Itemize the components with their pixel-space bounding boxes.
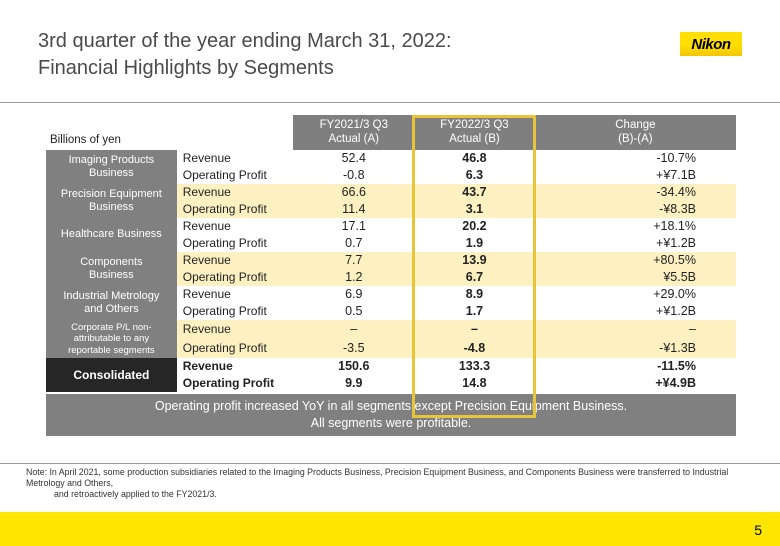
- value-a: -3.5: [293, 339, 414, 358]
- value-a: 150.6: [293, 358, 414, 375]
- value-b: 20.2: [414, 218, 535, 235]
- segment-table: Billions of yen FY2021/3 Q3Actual (A) FY…: [46, 115, 736, 392]
- value-a: 11.4: [293, 201, 414, 218]
- value-b: 3.1: [414, 201, 535, 218]
- metric-label: Operating Profit: [177, 269, 294, 286]
- title-divider: [0, 102, 780, 103]
- metric-label: Operating Profit: [177, 339, 294, 358]
- metric-label: Revenue: [177, 218, 294, 235]
- value-change: -¥1.3B: [535, 339, 736, 358]
- value-a: 52.4: [293, 150, 414, 167]
- value-change: -10.7%: [535, 150, 736, 167]
- value-change: –: [535, 320, 736, 339]
- metric-label: Operating Profit: [177, 201, 294, 218]
- table-row: Consolidated Revenue 150.6 133.3 -11.5%: [46, 358, 736, 375]
- value-change: +¥1.2B: [535, 235, 736, 252]
- value-change: +¥7.1B: [535, 167, 736, 184]
- callout-line-1: Operating profit increased YoY in all se…: [155, 399, 627, 413]
- segment-name: ComponentsBusiness: [46, 252, 177, 286]
- table-row: Industrial Metrologyand Others Revenue 6…: [46, 286, 736, 303]
- value-a: 6.9: [293, 286, 414, 303]
- value-b: -4.8: [414, 339, 535, 358]
- metric-label: Revenue: [177, 150, 294, 167]
- value-a: 1.2: [293, 269, 414, 286]
- value-a: 0.7: [293, 235, 414, 252]
- metric-label: Revenue: [177, 286, 294, 303]
- value-a: 17.1: [293, 218, 414, 235]
- logo-text: Nikon: [691, 36, 730, 53]
- metric-label: Revenue: [177, 184, 294, 201]
- value-a: 9.9: [293, 375, 414, 392]
- table-row: Imaging ProductsBusiness Revenue 52.4 46…: [46, 150, 736, 167]
- segment-table-wrap: Billions of yen FY2021/3 Q3Actual (A) FY…: [46, 115, 736, 436]
- value-change: -¥8.3B: [535, 201, 736, 218]
- col-c-header: Change(B)-(A): [535, 115, 736, 150]
- segment-name: Imaging ProductsBusiness: [46, 150, 177, 184]
- metric-label: Revenue: [177, 358, 294, 375]
- table-row: Precision EquipmentBusiness Revenue 66.6…: [46, 184, 736, 201]
- col-a-header: FY2021/3 Q3Actual (A): [293, 115, 414, 150]
- segment-name: Industrial Metrologyand Others: [46, 286, 177, 320]
- segment-name: Consolidated: [46, 358, 177, 392]
- callout-line-2: All segments were profitable.: [311, 416, 472, 430]
- value-change: -34.4%: [535, 184, 736, 201]
- value-b: 13.9: [414, 252, 535, 269]
- nikon-logo: Nikon: [680, 32, 742, 56]
- metric-label: Operating Profit: [177, 375, 294, 392]
- segment-name: Precision EquipmentBusiness: [46, 184, 177, 218]
- value-change: +80.5%: [535, 252, 736, 269]
- value-b: 1.7: [414, 303, 535, 320]
- title-line-1: 3rd quarter of the year ending March 31,…: [38, 30, 452, 52]
- table-row: Corporate P/L non-attributable to anyrep…: [46, 320, 736, 339]
- value-a: –: [293, 320, 414, 339]
- value-b: 6.3: [414, 167, 535, 184]
- metric-label: Operating Profit: [177, 167, 294, 184]
- page-number: 5: [754, 522, 762, 538]
- metric-label: Revenue: [177, 320, 294, 339]
- table-row: Healthcare Business Revenue 17.1 20.2 +1…: [46, 218, 736, 235]
- segment-name: Corporate P/L non-attributable to anyrep…: [46, 320, 177, 358]
- value-a: 66.6: [293, 184, 414, 201]
- footer-bar: 5: [0, 512, 780, 546]
- table-row: ComponentsBusiness Revenue 7.7 13.9 +80.…: [46, 252, 736, 269]
- col-b-header: FY2022/3 Q3Actual (B): [414, 115, 535, 150]
- metric-label: Operating Profit: [177, 303, 294, 320]
- value-a: 0.5: [293, 303, 414, 320]
- value-b: 43.7: [414, 184, 535, 201]
- value-change: ¥5.5B: [535, 269, 736, 286]
- note-divider: [0, 463, 780, 464]
- value-change: -11.5%: [535, 358, 736, 375]
- note-line-2: and retroactively applied to the FY2021/…: [54, 489, 217, 499]
- value-change: +29.0%: [535, 286, 736, 303]
- callout-banner: Operating profit increased YoY in all se…: [46, 394, 736, 436]
- units-label: Billions of yen: [46, 115, 293, 150]
- metric-label: Revenue: [177, 252, 294, 269]
- metric-label: Operating Profit: [177, 235, 294, 252]
- value-b: 46.8: [414, 150, 535, 167]
- footnote: Note: In April 2021, some production sub…: [26, 467, 742, 500]
- value-change: +18.1%: [535, 218, 736, 235]
- value-change: +¥4.9B: [535, 375, 736, 392]
- value-a: -0.8: [293, 167, 414, 184]
- value-b: 1.9: [414, 235, 535, 252]
- value-b: 8.9: [414, 286, 535, 303]
- value-b: 6.7: [414, 269, 535, 286]
- value-a: 7.7: [293, 252, 414, 269]
- table-header-row: Billions of yen FY2021/3 Q3Actual (A) FY…: [46, 115, 736, 150]
- value-b: 133.3: [414, 358, 535, 375]
- note-line-1: Note: In April 2021, some production sub…: [26, 467, 728, 488]
- segment-name: Healthcare Business: [46, 218, 177, 252]
- slide-title: 3rd quarter of the year ending March 31,…: [38, 28, 742, 82]
- title-line-2: Financial Highlights by Segments: [38, 57, 334, 79]
- value-change: +¥1.2B: [535, 303, 736, 320]
- value-b: –: [414, 320, 535, 339]
- value-b: 14.8: [414, 375, 535, 392]
- slide: 3rd quarter of the year ending March 31,…: [0, 0, 780, 546]
